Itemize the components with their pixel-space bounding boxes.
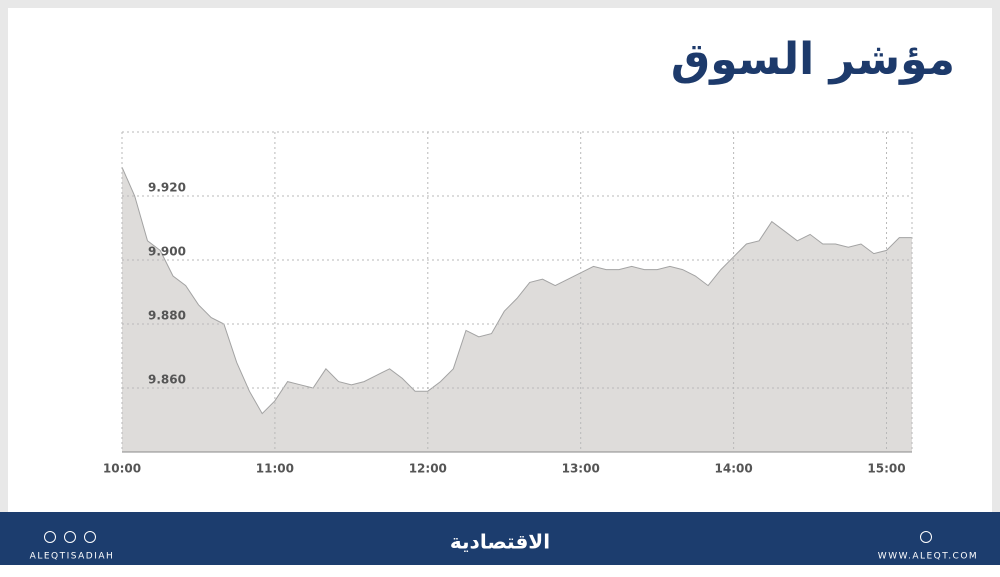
icon[interactable] [920, 531, 932, 543]
plot: 9.860 9.880 9.900 9.920 10:00 11:00 12:00 13:00… [103, 131, 913, 476]
y-tick-label: 9.900 [148, 245, 186, 259]
x-tick-label: 12:00 [409, 462, 447, 476]
chart-title: مؤشر السوق [671, 34, 955, 85]
x-tick-label: 11:00 [256, 462, 294, 476]
area [122, 167, 912, 452]
x-tick-label: 15:00 [867, 462, 905, 476]
x-tick-label: 14:00 [715, 462, 753, 476]
x-tick-label: 13:00 [562, 462, 600, 476]
y-tick-label: 9.880 [148, 309, 186, 323]
x-tick-label: 10:00 [103, 462, 141, 476]
line [121, 166, 912, 415]
footer-right: WWW.ALEQT.COM [878, 552, 978, 562]
y-tick-label: 9.860 [148, 373, 186, 387]
icon[interactable] [84, 531, 96, 543]
footer-logo: الاقتصادية [450, 530, 550, 554]
footer-left: ALEQTISADIAH [30, 552, 115, 562]
icon[interactable] [64, 531, 76, 543]
social-icons [44, 531, 932, 543]
y-tick-label: 9.920 [148, 181, 186, 195]
icon[interactable] [44, 531, 56, 543]
footer-strip [0, 565, 1000, 577]
footer-bar [0, 512, 1000, 565]
